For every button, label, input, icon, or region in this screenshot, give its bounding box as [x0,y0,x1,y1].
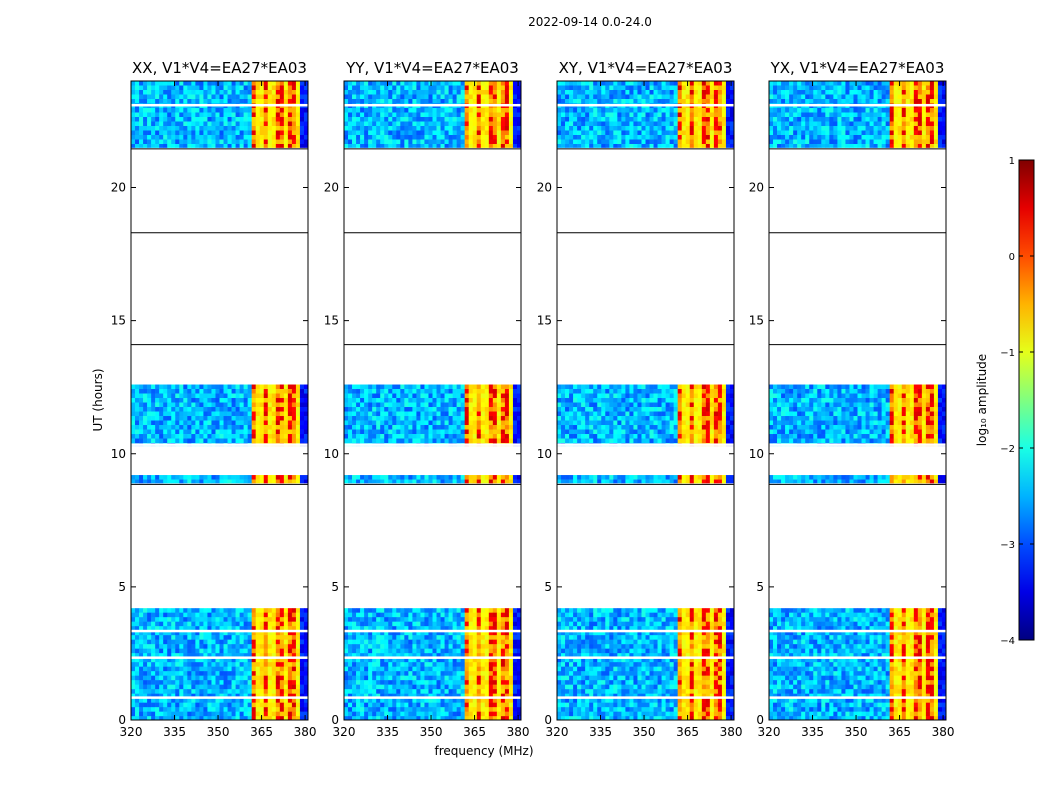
y-tick-label: 5 [118,580,126,594]
x-tick-label: 350 [207,725,230,739]
y-tick-label: 20 [324,181,339,195]
panel-title: YX, V1*V4=EA27*EA03 [770,59,945,77]
panel-frame [343,80,522,721]
y-tick-label: 5 [331,580,339,594]
colorbar: 1 0 −1 −2 −3 −4 [1000,156,1035,647]
colorbar-tick-label: 0 [1009,252,1015,263]
y-tick-label: 5 [544,580,552,594]
x-tick-label: 365 [250,725,273,739]
x-tick-label: 335 [801,725,824,739]
colorbar-gradient [1018,159,1035,641]
x-tick-label: 335 [589,725,612,739]
y-tick-label: 15 [324,314,339,328]
flag-line [769,629,946,633]
y-tick-label: 10 [749,447,764,461]
panel-frame [768,80,947,721]
x-tick-label: 320 [758,725,781,739]
flag-line [131,443,308,446]
y-tick-label: 15 [749,314,764,328]
colorbar-tick-label: −1 [1000,348,1015,359]
y-tick-label: 15 [537,314,552,328]
panel-title: XX, V1*V4=EA27*EA03 [132,59,307,77]
x-tick-label: 350 [633,725,656,739]
panel-title: XY, V1*V4=EA27*EA03 [559,59,733,77]
x-tick-label: 320 [120,725,143,739]
y-tick-label: 20 [111,181,126,195]
x-tick-label: 380 [507,725,530,739]
y-tick-label: 20 [537,181,552,195]
flag-line [769,696,946,699]
y-tick-label: 10 [111,447,126,461]
heatmap-image [769,81,946,720]
colorbar-tick-label: −2 [1000,444,1015,455]
panel-3: XY, V1*V4=EA27*EA03 320 335 350 365 380 0 5 10 15… [537,59,743,739]
colorbar-tick-label: 1 [1009,156,1015,167]
x-tick-label: 350 [845,725,868,739]
flag-line [131,696,308,699]
y-tick-label: 10 [537,447,552,461]
flag-line [769,656,946,659]
x-tick-label: 320 [546,725,569,739]
flag-line [769,443,946,446]
y-axis-label: UT (hours) [91,368,105,431]
flag-line [557,656,734,659]
y-tick-label: 0 [331,713,339,727]
x-tick-label: 365 [676,725,699,739]
colorbar-tick-label: −4 [1000,636,1015,647]
panels: XX, V1*V4=EA27*EA03 320 335 350 365 380 0 5 10 15… [111,59,955,739]
panel-1: XX, V1*V4=EA27*EA03 320 335 350 365 380 0 5 10 15… [111,59,317,739]
x-tick-label: 380 [720,725,743,739]
flag-line [769,103,946,107]
y-tick-label: 20 [749,181,764,195]
x-tick-label: 365 [463,725,486,739]
colorbar-label: log₁₀ amplitude [975,354,989,446]
x-axis-label: frequency (MHz) [434,744,533,758]
y-tick-label: 0 [118,713,126,727]
x-tick-label: 350 [420,725,443,739]
x-tick-label: 320 [333,725,356,739]
y-tick-label: 10 [324,447,339,461]
x-tick-label: 380 [294,725,317,739]
y-tick-label: 15 [111,314,126,328]
panel-title: YY, V1*V4=EA27*EA03 [345,59,519,77]
heatmap-image [344,81,521,720]
panel-2: YY, V1*V4=EA27*EA03 320 335 350 365 380 0 5 10 15… [324,59,530,739]
flag-line [557,103,734,107]
y-tick-label: 5 [756,580,764,594]
heatmap-image [557,81,734,720]
flag-line [344,443,521,446]
flag-line [557,443,734,446]
x-tick-label: 335 [163,725,186,739]
y-tick-label: 0 [544,713,552,727]
flag-line [557,629,734,633]
panel-4: YX, V1*V4=EA27*EA03 320 335 350 365 380 0 5 10 15… [749,59,955,739]
flag-line [557,696,734,699]
flag-line [131,103,308,107]
x-tick-label: 335 [376,725,399,739]
flag-line [344,696,521,699]
panel-frame [130,80,309,721]
flag-line [344,656,521,659]
x-tick-label: 380 [932,725,955,739]
figure-suptitle: 2022-09-14 0.0-24.0 [528,15,652,29]
flag-line [344,103,521,107]
y-tick-label: 0 [756,713,764,727]
heatmap-image [131,81,308,720]
panel-frame [556,80,735,721]
flag-line [131,629,308,633]
x-tick-label: 365 [888,725,911,739]
flag-line [344,629,521,633]
colorbar-tick-label: −3 [1000,540,1015,551]
flag-line [131,656,308,659]
